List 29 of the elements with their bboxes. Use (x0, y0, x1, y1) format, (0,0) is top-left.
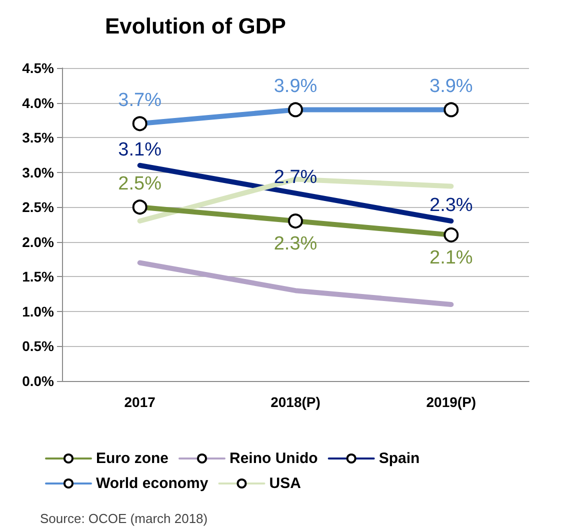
legend-label: Reino Unido (230, 450, 318, 467)
data-label: 2.1% (430, 247, 473, 268)
y-tick-label: 3.0% (22, 164, 55, 180)
y-tick-label: 2.5% (22, 199, 55, 216)
data-label: 3.9% (430, 76, 473, 98)
data-label: 3.1% (118, 139, 162, 160)
y-tick-label: 3.5% (22, 130, 55, 146)
data-label: 3.9% (274, 76, 318, 98)
legend-label: Spain (378, 450, 420, 467)
data-label: 2.3% (430, 195, 473, 216)
y-tick-label: 1.0% (22, 303, 55, 320)
y-tick-label: 4.5% (22, 60, 55, 76)
data-label: 3.7% (118, 90, 162, 112)
chart-title: Evolution of GDP (105, 14, 286, 38)
data-label: 2.7% (274, 167, 318, 188)
y-tick-label: 1.5% (22, 268, 55, 285)
legend-label: USA (269, 475, 302, 492)
data-label: 2.3% (274, 234, 318, 255)
y-tick-label: 0.0% (22, 373, 55, 389)
data-label: 2.5% (118, 174, 162, 195)
source-note: Source: OCOE (march 2018) (40, 511, 208, 526)
legend-label: Euro zone (96, 450, 169, 467)
y-tick-label: 0.5% (22, 338, 55, 354)
legend-label: World economy (96, 475, 209, 492)
y-tick-label: 2.0% (22, 234, 55, 250)
y-tick-label: 4.0% (22, 94, 55, 111)
x-tick-label: 2018(P) (270, 394, 320, 410)
x-tick-label: 2019(P) (426, 394, 476, 410)
x-tick-label: 2017 (124, 394, 156, 410)
